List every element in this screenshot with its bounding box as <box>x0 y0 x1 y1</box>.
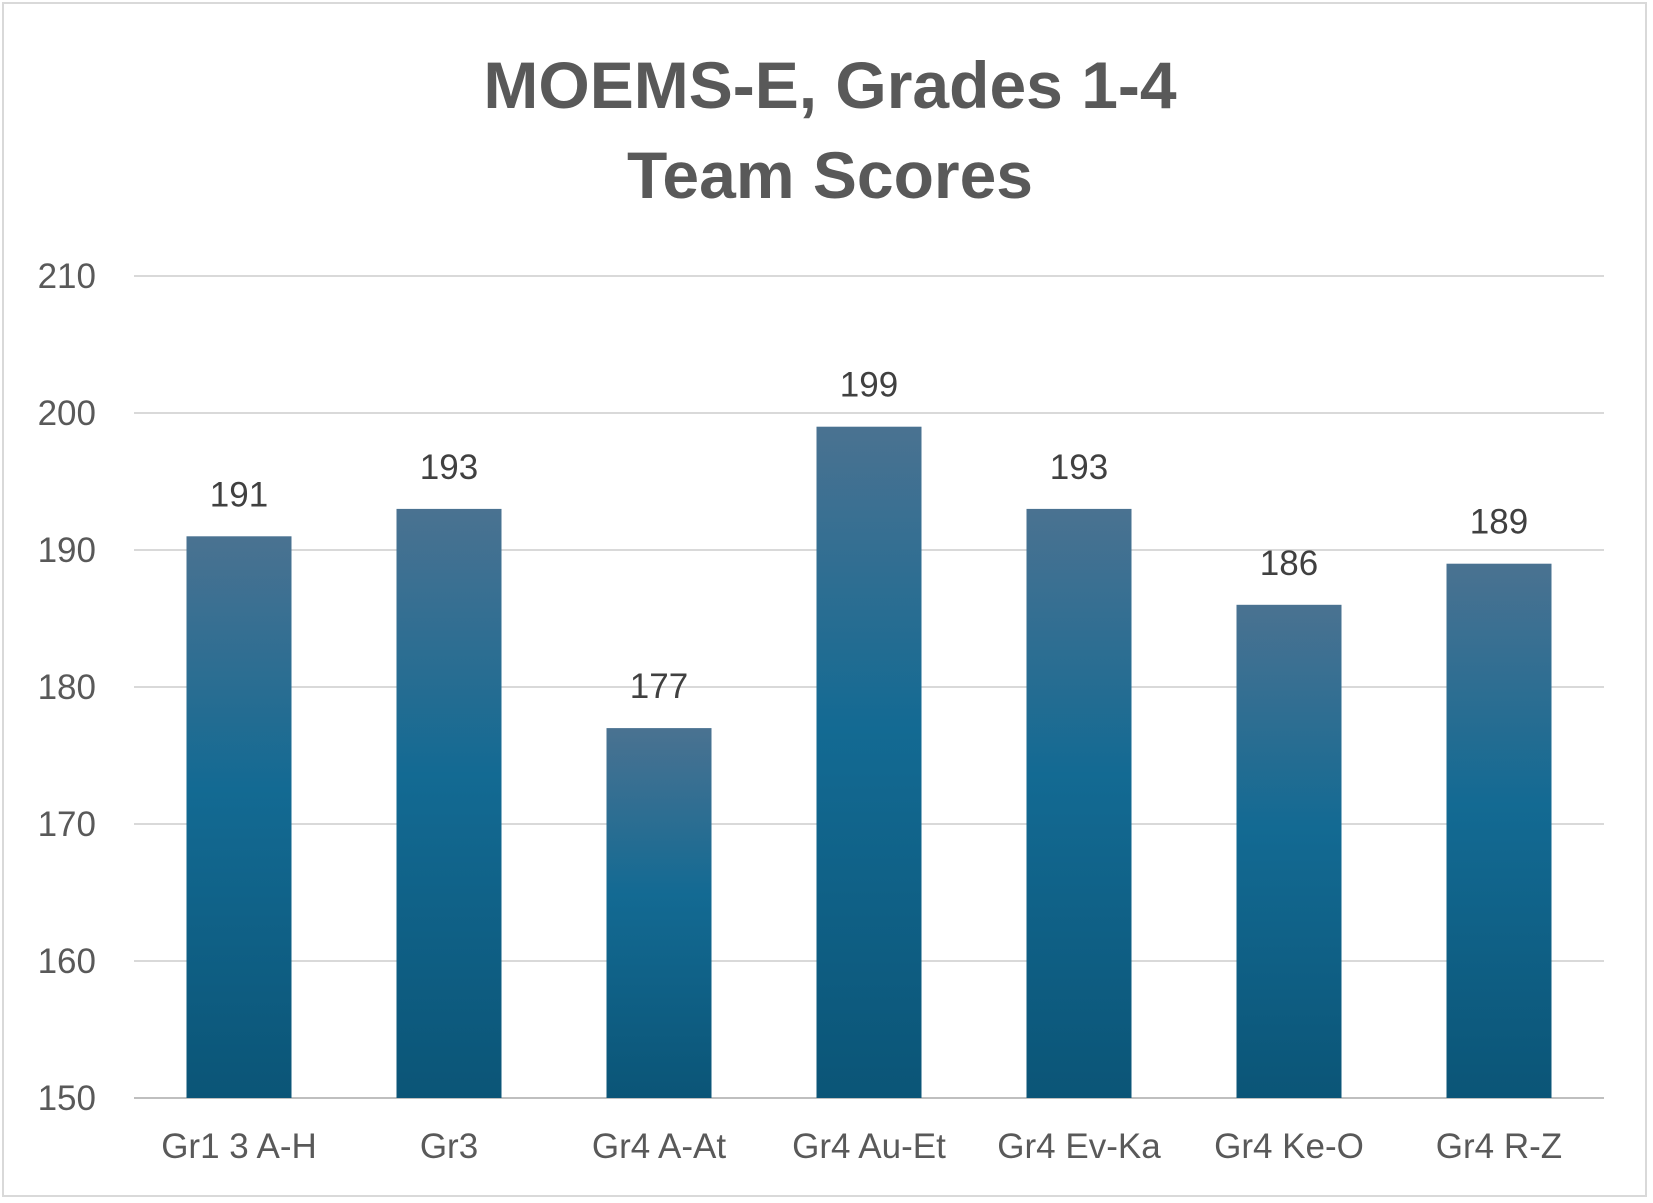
x-axis-category-labels: Gr1 3 A-H Gr3 Gr4 A-At Gr4 Au-Et Gr4 Ev-Ka Gr… <box>161 1127 1562 1166</box>
y-tick-label: 200 <box>38 394 96 433</box>
y-tick-label: 170 <box>38 805 96 844</box>
category-label: Gr4 R-Z <box>1436 1127 1562 1166</box>
bar <box>396 508 502 1098</box>
data-label: 191 <box>210 475 268 514</box>
bar <box>1026 508 1132 1098</box>
data-labels: 191 193 177 199 193 186 189 <box>210 366 1528 706</box>
chart-title-line-2: Team Scores <box>627 138 1033 212</box>
y-tick-label: 160 <box>38 942 96 981</box>
chart-title-line-1: MOEMS-E, Grades 1-4 <box>483 48 1176 122</box>
bar <box>816 426 922 1098</box>
y-axis-tick-labels: 150 160 170 180 190 200 210 <box>38 257 96 1118</box>
bar <box>186 536 292 1098</box>
data-label: 177 <box>630 667 688 706</box>
data-label: 193 <box>1050 448 1108 487</box>
category-label: Gr4 Ev-Ka <box>997 1127 1161 1166</box>
y-tick-label: 190 <box>38 531 96 570</box>
category-label: Gr4 Au-Et <box>792 1127 946 1166</box>
y-tick-label: 180 <box>38 668 96 707</box>
data-label: 193 <box>420 448 478 487</box>
data-label: 186 <box>1260 544 1318 583</box>
bar <box>1236 604 1342 1098</box>
bars <box>186 426 1552 1098</box>
data-label: 189 <box>1470 503 1528 542</box>
category-label: Gr3 <box>420 1127 478 1166</box>
category-label: Gr4 A-At <box>592 1127 726 1166</box>
data-label: 199 <box>840 366 898 405</box>
y-tick-label: 210 <box>38 257 96 296</box>
bar <box>606 728 712 1098</box>
category-label: Gr4 Ke-O <box>1214 1127 1364 1166</box>
bar <box>1446 563 1552 1098</box>
y-tick-label: 150 <box>38 1079 96 1118</box>
category-label: Gr1 3 A-H <box>161 1127 317 1166</box>
bar-chart: MOEMS-E, Grades 1-4 Team Scores 150 160 17… <box>38 48 1604 1166</box>
